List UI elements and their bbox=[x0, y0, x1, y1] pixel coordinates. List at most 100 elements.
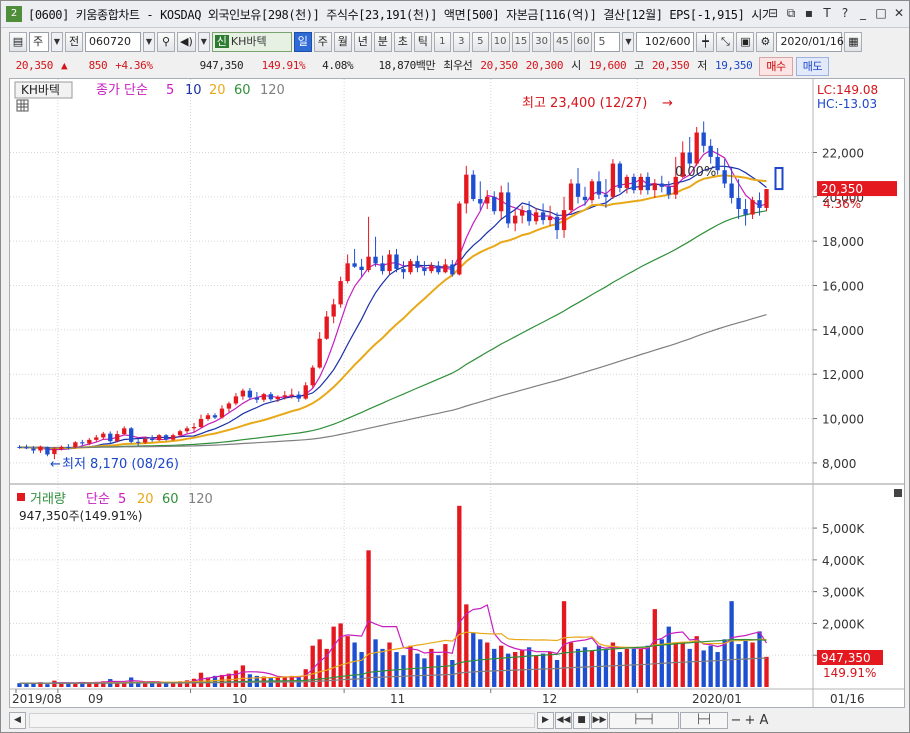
x-axis-label: 12 bbox=[542, 692, 557, 706]
rewind-button[interactable]: ◀◀ bbox=[555, 711, 572, 729]
candle-body bbox=[666, 186, 671, 195]
candle-body bbox=[261, 394, 267, 400]
minute-1-button[interactable]: 1 bbox=[433, 32, 451, 52]
period-tick-button[interactable]: 틱 bbox=[413, 32, 432, 52]
period-year-button[interactable]: 년 bbox=[353, 32, 372, 52]
volume-bar bbox=[101, 681, 106, 687]
title-icons: ⊟ ⧉ ▪ T ? _ □ ✕ bbox=[765, 5, 907, 22]
period-second-button[interactable]: 초 bbox=[393, 32, 412, 52]
chart-area[interactable]: KH바텍 종가 단순 5 10 20 60 120 LC:149.08 HC:-… bbox=[9, 78, 905, 708]
date-input[interactable]: 2020/01/16 bbox=[776, 32, 844, 52]
volume-bar bbox=[478, 639, 483, 687]
minute-3-button[interactable]: 3 bbox=[452, 32, 470, 52]
volume-tick-label: 3,000K bbox=[822, 586, 865, 600]
price-legend-label: 종가 단순 bbox=[96, 83, 148, 98]
panel-menu-icon[interactable] bbox=[894, 489, 902, 497]
candle-body bbox=[526, 210, 532, 222]
period-day-button[interactable]: 일 bbox=[293, 32, 312, 52]
chevron-down-icon[interactable]: ▼ bbox=[197, 32, 210, 52]
maximize-icon[interactable]: □ bbox=[875, 6, 887, 20]
stock-code-input[interactable]: 060720 bbox=[85, 32, 141, 52]
link-icon[interactable]: ⧉ bbox=[786, 6, 796, 20]
volume-bar bbox=[156, 682, 162, 687]
grid-lines bbox=[10, 79, 813, 689]
stock-chart[interactable]: KH바텍 종가 단순 5 10 20 60 120 LC:149.08 HC:-… bbox=[10, 79, 904, 707]
candle-type-icon[interactable]: ┿ bbox=[696, 32, 715, 52]
current-price: 20,350 bbox=[15, 59, 54, 72]
layout-icon[interactable]: ⊟ bbox=[767, 6, 779, 20]
minute-5-button[interactable]: 5 bbox=[471, 32, 489, 52]
candle-body bbox=[443, 264, 448, 273]
zoom-out-icon[interactable]: − bbox=[730, 712, 742, 728]
minimize-icon[interactable]: _ bbox=[860, 6, 866, 20]
volume-legend-ma: 단순 bbox=[86, 492, 110, 507]
candle-body bbox=[429, 265, 434, 272]
help-icon[interactable]: ? bbox=[841, 6, 849, 20]
volume-value: 947,350 bbox=[199, 59, 244, 72]
candle-body bbox=[519, 210, 525, 216]
stock-name-box[interactable]: 신 KH바텍 bbox=[211, 32, 292, 52]
font-size-icon[interactable]: A bbox=[759, 712, 769, 728]
x-axis-label: 10 bbox=[232, 692, 247, 706]
period-minute-button[interactable]: 분 bbox=[373, 32, 392, 52]
minute-60-button[interactable]: 60 bbox=[573, 32, 593, 52]
period-type-select[interactable]: 주 bbox=[29, 32, 49, 52]
scroll-track[interactable] bbox=[29, 712, 535, 728]
color-icon[interactable]: ▪ bbox=[804, 6, 814, 20]
candle-body bbox=[680, 152, 685, 177]
candles bbox=[17, 121, 769, 460]
volume-bar bbox=[722, 639, 727, 687]
minute-15-button[interactable]: 15 bbox=[511, 32, 531, 52]
stop-button[interactable]: ■ bbox=[573, 711, 590, 729]
volume-tick-label: 4,000K bbox=[822, 554, 865, 568]
volume-bar bbox=[729, 601, 734, 687]
quote-row: 20,350 ▲ 850 +4.36% 947,350 149.91% 4.08… bbox=[9, 56, 903, 76]
x-axis-label: 2019/08 bbox=[12, 692, 62, 706]
prev-button[interactable]: 전 bbox=[65, 32, 83, 52]
minute-30-button[interactable]: 30 bbox=[532, 32, 551, 52]
candle-body bbox=[38, 446, 43, 451]
stock-tag-box[interactable] bbox=[14, 81, 73, 99]
current-volume-percent: 149.91% bbox=[823, 666, 876, 680]
range-slider-icon[interactable]: ├──┤ bbox=[609, 711, 679, 729]
scroll-left-button[interactable]: ◀ bbox=[9, 711, 26, 729]
price-ma5-label: 5 bbox=[166, 83, 174, 98]
count-input[interactable]: 102/600 bbox=[636, 32, 695, 52]
search-icon[interactable]: ⚲ bbox=[157, 32, 175, 52]
volume-bar bbox=[170, 682, 176, 687]
candle-body bbox=[624, 176, 630, 188]
scroll-right-button[interactable]: ▶ bbox=[537, 711, 554, 729]
high-price: 20,350 bbox=[651, 59, 690, 72]
volume-bar bbox=[122, 681, 127, 687]
grid-toggle-icon[interactable] bbox=[16, 99, 29, 112]
candle-body bbox=[142, 438, 148, 443]
lock-icon[interactable]: ▤ bbox=[9, 32, 27, 52]
next-candle-marker bbox=[774, 167, 784, 191]
period-month-button[interactable]: 월 bbox=[333, 32, 352, 52]
candle-body bbox=[478, 199, 483, 204]
chevron-down-icon[interactable]: ▼ bbox=[51, 32, 63, 52]
minute-10-button[interactable]: 10 bbox=[490, 32, 510, 52]
save-icon[interactable]: ▣ bbox=[736, 32, 755, 52]
draw-tool-icon[interactable]: ⤡ bbox=[716, 32, 735, 52]
zoom-in-icon[interactable]: + bbox=[744, 712, 756, 728]
gear-icon[interactable]: ⚙ bbox=[756, 32, 775, 52]
speaker-icon[interactable]: ◀) bbox=[177, 32, 196, 52]
chevron-down-icon[interactable]: ▼ bbox=[143, 32, 155, 52]
price-ma60-label: 60 bbox=[234, 83, 251, 98]
volume-bar bbox=[471, 632, 476, 687]
close-icon[interactable]: ✕ bbox=[893, 6, 905, 20]
forward-button[interactable]: ▶▶ bbox=[591, 711, 608, 729]
buy-button[interactable]: 매수 bbox=[759, 56, 793, 76]
text-icon[interactable]: T bbox=[823, 6, 831, 20]
price-tick-label: 12,000 bbox=[822, 368, 864, 382]
chevron-down-icon[interactable]: ▼ bbox=[622, 32, 635, 52]
candle-body bbox=[750, 200, 755, 215]
volume-bar bbox=[575, 648, 581, 687]
sell-button[interactable]: 매도 bbox=[795, 56, 830, 76]
range-slider-end-icon[interactable]: ├─┤ bbox=[680, 711, 728, 729]
calendar-icon[interactable]: ▦ bbox=[844, 32, 863, 52]
minute-45-button[interactable]: 45 bbox=[552, 32, 572, 52]
period-week-button[interactable]: 주 bbox=[313, 32, 332, 52]
custom-period-input[interactable]: 5 bbox=[594, 32, 621, 52]
